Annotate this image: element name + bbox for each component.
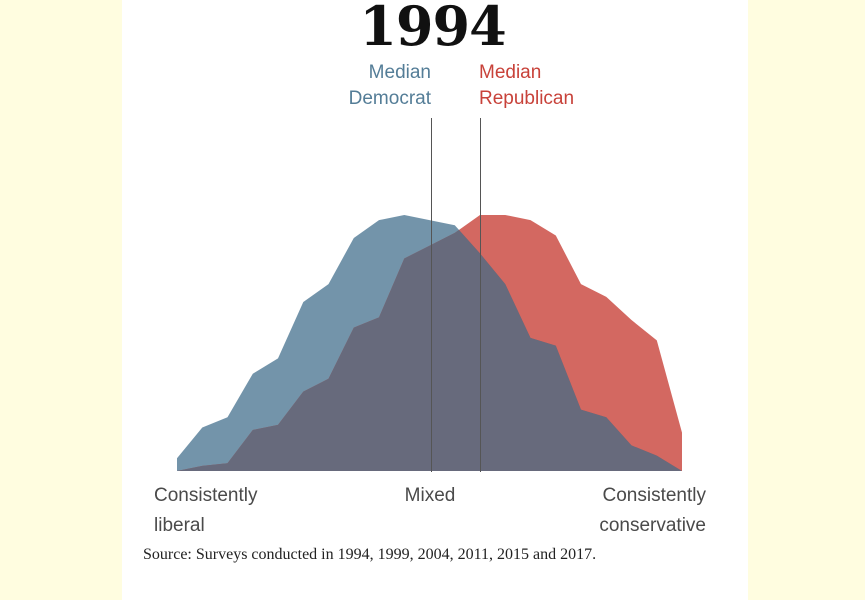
x-tick-label-conservative: Consistently conservative (599, 481, 706, 541)
median-republican-label-line1: Median (479, 62, 542, 83)
chart-title: 1994 (359, 0, 506, 58)
x-tick-label-liberal-line1: Consistently (154, 485, 258, 506)
x-tick-label-liberal: Consistently liberal (154, 481, 258, 541)
x-tick-label-liberal-line2: liberal (154, 515, 205, 536)
x-tick-label-conservative-line1: Consistently (602, 485, 707, 506)
median-democrat-line (430, 118, 432, 472)
median-democrat-label: Median Democrat (349, 60, 431, 112)
median-republican-line (480, 118, 481, 472)
median-democrat-label-line1: Median (368, 62, 431, 83)
median-republican-label-line2: Republican (479, 88, 575, 109)
x-tick-label-mixed: Mixed (404, 485, 456, 506)
median-republican-label: Median Republican (479, 60, 574, 112)
source-note: Source: Surveys conducted in 1994, 1999,… (143, 546, 597, 563)
x-tick-label-conservative-line2: conservative (599, 515, 706, 536)
median-democrat-label-line2: Democrat (348, 88, 431, 109)
